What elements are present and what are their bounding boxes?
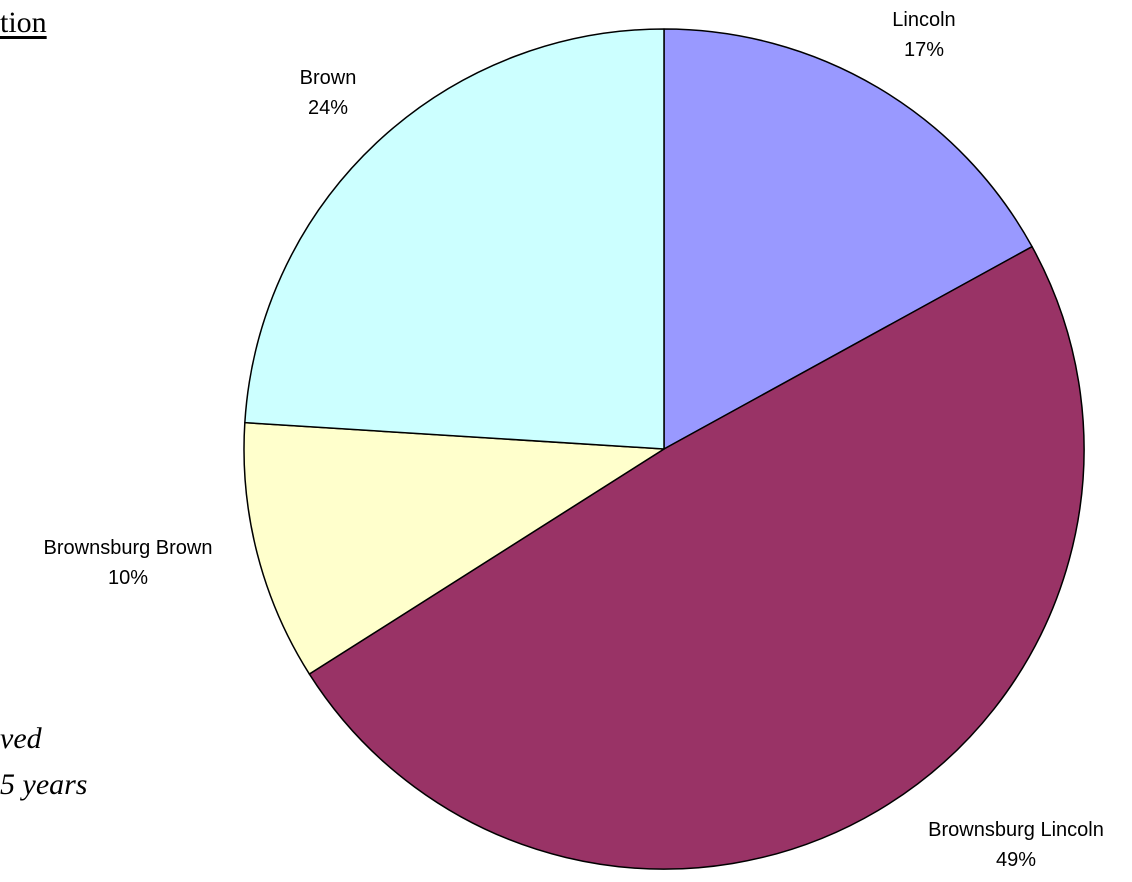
pie-slice-brownsburg-lincoln — [308, 245, 1085, 870]
slice-label-lincoln: Lincoln — [892, 9, 955, 31]
pie-slice-brownsburg-brown — [243, 421, 665, 675]
pie-slice-lincoln — [663, 28, 1033, 450]
pie-slice-brown — [244, 28, 665, 450]
partial-note-text: ved 5 years — [0, 716, 87, 808]
partial-note-line-1: ved — [0, 722, 42, 755]
pie-labels: Lincoln 17% Brownsburg Lincoln 49% Brownsbur… — [44, 9, 1104, 871]
partial-heading-text: tion — [0, 6, 47, 39]
partial-note-line-2: 5 years — [0, 768, 88, 801]
slice-percent-lincoln: 17% — [904, 39, 944, 61]
slice-percent-brown: 24% — [308, 97, 348, 119]
slice-label-brownsburg-lincoln: Brownsburg Lincoln — [928, 819, 1104, 841]
pie-slices — [243, 28, 1085, 870]
slice-label-brown: Brown — [300, 67, 357, 89]
slice-label-brownsburg-brown: Brownsburg Brown — [44, 537, 213, 559]
slice-percent-brownsburg-lincoln: 49% — [996, 849, 1036, 871]
slice-percent-brownsburg-brown: 10% — [108, 567, 148, 589]
